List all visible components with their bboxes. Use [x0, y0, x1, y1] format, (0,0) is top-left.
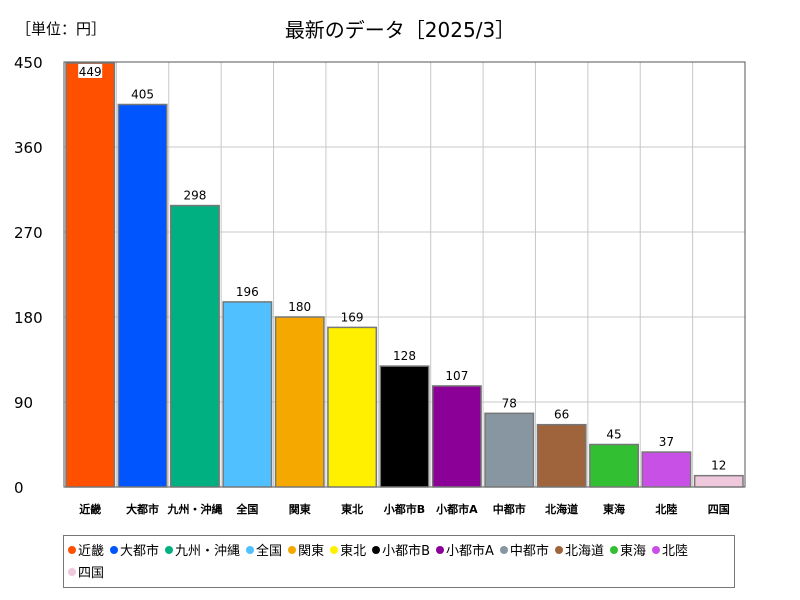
unit-label: ［単位：円］	[16, 20, 107, 38]
legend-label: 近畿	[78, 544, 105, 559]
legend-item: 四国	[68, 564, 104, 584]
legend-marker-icon	[436, 546, 445, 554]
data-label: 405	[131, 88, 154, 102]
x-tick-label: 大都市	[126, 502, 159, 516]
x-tick-label: 関東	[289, 502, 312, 516]
legend-label: 全国	[256, 544, 283, 559]
bar-東海	[589, 443, 639, 488]
data-label: 45	[606, 428, 621, 442]
data-labels: 449 405 298 196 180 169 128 107 78 66 45 37 12	[78, 63, 726, 473]
bar-大都市	[117, 103, 168, 488]
legend-item: 近畿	[68, 542, 104, 562]
y-tick-label: 270	[14, 224, 43, 242]
data-label: 298	[184, 189, 207, 203]
y-axis-ticks: 0 90 180 270 360 450	[14, 54, 43, 497]
data-label: 169	[341, 310, 364, 324]
legend-marker-icon	[165, 546, 174, 554]
legend-item: 小都市B	[372, 542, 430, 562]
y-tick-label: 360	[14, 139, 43, 157]
legend-marker-icon	[288, 546, 297, 554]
x-tick-label: 近畿	[79, 502, 101, 516]
x-axis-ticks: 近畿 大都市 九州・沖縄 全国 関東 東北 小都市B 小都市A 中都市 北海道 東海 北陸 四国	[79, 502, 730, 516]
bar-東北	[327, 326, 378, 488]
data-label: 196	[236, 285, 259, 299]
bar-北陸	[641, 451, 692, 488]
legend-item: 九州・沖縄	[165, 542, 240, 562]
legend-marker-icon	[554, 546, 563, 554]
data-label: 37	[659, 435, 674, 449]
bars	[65, 62, 744, 488]
legend-item: 北海道	[554, 542, 604, 562]
legend-item: 大都市	[110, 542, 159, 562]
x-tick-label: 北海道	[545, 502, 578, 516]
x-tick-label: 九州・沖縄	[166, 502, 222, 516]
bar-小都市A	[431, 385, 482, 488]
legend-label: 関東	[298, 544, 325, 559]
data-label: 66	[554, 408, 569, 422]
legend-label: 東海	[619, 544, 646, 559]
data-label: 128	[393, 349, 416, 363]
legend-label: 北陸	[661, 544, 688, 559]
data-label: 12	[711, 459, 726, 473]
data-label: 107	[445, 369, 468, 383]
legend-label: 北海道	[564, 544, 604, 559]
legend-marker-icon	[110, 546, 119, 554]
legend-label: 小都市B	[382, 544, 431, 559]
legend-marker-icon	[609, 546, 618, 554]
legend-marker-icon	[68, 546, 76, 554]
legend-item: 東北	[330, 542, 366, 562]
data-label: 449	[79, 65, 102, 79]
x-tick-label: 東北	[341, 502, 363, 516]
bar-北海道	[536, 423, 587, 488]
legend-item: 関東	[288, 542, 324, 562]
legend-marker-icon	[651, 546, 660, 554]
legend-label: 九州・沖縄	[175, 544, 241, 559]
legend-item: 東海	[609, 542, 646, 562]
legend-item: 北陸	[651, 542, 688, 562]
x-tick-label: 四国	[708, 503, 730, 516]
bar-四国	[693, 474, 744, 488]
legend-label: 東北	[340, 544, 367, 559]
legend-marker-icon	[68, 568, 76, 576]
bar-九州・沖縄	[170, 204, 220, 488]
x-tick-label: 北陸	[655, 502, 677, 516]
legend: 近畿 大都市 九州・沖縄 全国 関東 東北 小都市B 小都市A 中都市 北海道 東海 北陸四国	[63, 535, 735, 588]
y-tick-label: 0	[14, 479, 24, 497]
y-tick-label: 450	[14, 54, 43, 72]
x-tick-label: 小都市A	[435, 502, 478, 516]
bar-小都市B	[379, 365, 430, 488]
legend-item: 中都市	[499, 542, 549, 562]
x-tick-label: 中都市	[493, 502, 526, 516]
x-tick-label: 東海	[603, 502, 625, 516]
bar-関東	[274, 316, 325, 488]
x-tick-label: 全国	[235, 502, 258, 516]
data-label: 78	[502, 396, 517, 410]
y-tick-label: 180	[14, 309, 43, 327]
legend-label: 小都市A	[446, 544, 494, 559]
legend-marker-icon	[499, 546, 508, 554]
legend-label: 四国	[78, 566, 105, 581]
legend-item: 全国	[246, 542, 282, 562]
legend-marker-icon	[372, 546, 381, 554]
chart-title: 最新のデータ［2025/3］	[284, 18, 516, 42]
data-label: 180	[288, 300, 311, 314]
bar-中都市	[484, 412, 535, 488]
legend-marker-icon	[246, 546, 255, 554]
legend-label: 大都市	[120, 544, 160, 559]
legend-marker-icon	[330, 546, 339, 554]
bar-近畿	[65, 62, 116, 488]
legend-item: 小都市A	[436, 542, 494, 562]
y-tick-label: 90	[14, 394, 33, 412]
legend-label: 中都市	[509, 544, 549, 559]
bar-全国	[222, 301, 273, 488]
x-tick-label: 小都市B	[383, 502, 425, 516]
data-label-box	[78, 63, 103, 78]
